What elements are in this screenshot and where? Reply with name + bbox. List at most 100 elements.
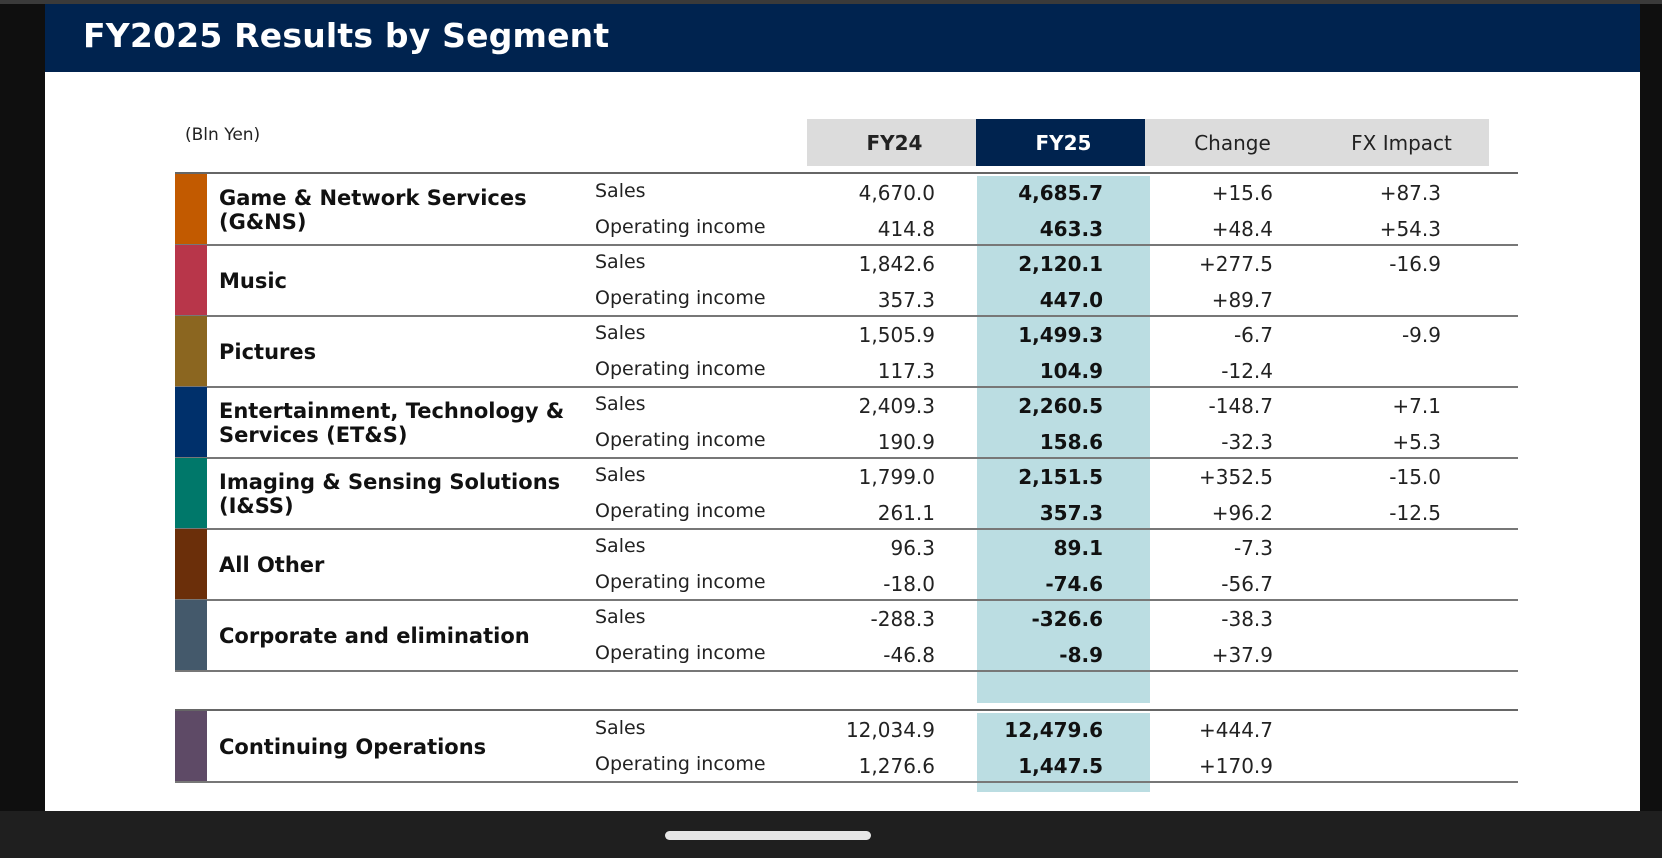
segment-1-operating-income-change-value: +48.4 <box>1211 216 1273 241</box>
segment-4-color-swatch <box>175 387 207 458</box>
continuing-operations-operating-income-fy24-value: 1,276.6 <box>858 753 935 778</box>
segment-3-operating-income-fy24-value: 117.3 <box>877 358 935 383</box>
segment-2-name: Music <box>219 245 579 316</box>
continuing-operations-name-text: Continuing Operations <box>219 734 487 759</box>
segment-6-row-operating-income-label: Operating income <box>595 570 766 593</box>
segment-4-sales-fy24-value: 2,409.3 <box>858 394 935 418</box>
segment-5-sales-fy24-value: 1,799.0 <box>858 465 935 489</box>
segment-7-sales-fy24-value: -288.3 <box>870 607 935 631</box>
table-divider <box>175 386 1518 388</box>
segment-4-operating-income-fx-value: +5.3 <box>1392 429 1441 454</box>
segment-2-name-text: Music <box>219 268 287 293</box>
segment-4-name-text: Entertainment, Technology & Services (ET… <box>219 398 565 447</box>
segment-2-sales-fx-value: -16.9 <box>1389 252 1441 276</box>
segment-4-operating-income-change-value: -32.3 <box>1221 429 1273 454</box>
segment-1-sales-change-value: +15.6 <box>1211 181 1273 205</box>
column-header-fy25: FY25 <box>976 119 1151 166</box>
segment-1-sales-fy24-value: 4,670.0 <box>858 181 935 205</box>
segment-2-color-swatch <box>175 245 207 316</box>
segment-2-operating-income-fy24-value: 357.3 <box>877 287 935 312</box>
segment-3-operating-income-fy25-value: 104.9 <box>1039 358 1103 383</box>
segment-3-sales-fy25-value: 1,499.3 <box>1018 323 1103 347</box>
segment-7-row-operating-income-label: Operating income <box>595 641 766 664</box>
home-gesture-handle[interactable] <box>665 831 871 840</box>
column-header-fy24: FY24 <box>807 119 982 166</box>
segment-2-operating-income-fy25-value: 447.0 <box>1039 287 1103 312</box>
segment-1-operating-income-fy24-value: 414.8 <box>877 216 935 241</box>
continuing-operations-operating-income-change-value: +170.9 <box>1198 753 1273 778</box>
unit-label: (Bln Yen) <box>185 125 261 145</box>
segment-1-color-swatch <box>175 174 207 245</box>
segment-7-operating-income-fy25-value: -8.9 <box>1059 642 1103 667</box>
segment-5-row-sales-label: Sales <box>595 464 646 486</box>
segment-3-row-operating-income-label: Operating income <box>595 357 766 380</box>
segment-1-row-sales-label: Sales <box>595 180 646 202</box>
segment-4-row-operating-income-label: Operating income <box>595 428 766 451</box>
fy25-highlight-band-total <box>977 713 1150 792</box>
continuing-operations-row-operating-income-label: Operating income <box>595 752 766 775</box>
segment-4-operating-income-fy25-value: 158.6 <box>1039 429 1103 454</box>
table-divider <box>175 709 1518 711</box>
segment-7-color-swatch <box>175 600 207 671</box>
segment-4-sales-fy25-value: 2,260.5 <box>1018 394 1103 418</box>
continuing-operations-sales-change-value: +444.7 <box>1198 718 1273 742</box>
segment-1-operating-income-fy25-value: 463.3 <box>1039 216 1103 241</box>
status-line <box>0 0 1662 4</box>
segment-5-operating-income-fx-value: -12.5 <box>1389 500 1441 525</box>
segment-7-operating-income-change-value: +37.9 <box>1211 642 1273 667</box>
segment-4-row-sales-label: Sales <box>595 393 646 415</box>
segment-6-sales-fy25-value: 89.1 <box>1053 536 1103 560</box>
segment-1-row-operating-income-label: Operating income <box>595 215 766 238</box>
segment-6-operating-income-fy24-value: -18.0 <box>883 571 935 596</box>
continuing-operations-color-swatch <box>175 711 207 782</box>
segment-2-row-operating-income-label: Operating income <box>595 286 766 309</box>
fy25-highlight-band <box>977 176 1150 703</box>
segment-3-color-swatch <box>175 316 207 387</box>
table-divider <box>175 528 1518 530</box>
segment-7-sales-fy25-value: -326.6 <box>1031 607 1103 631</box>
table-divider <box>175 781 1518 783</box>
slide: FY2025 Results by Segment (Bln Yen) FY24… <box>45 4 1640 811</box>
segment-3-sales-fy24-value: 1,505.9 <box>858 323 935 347</box>
segment-5-name-text: Imaging & Sensing Solutions (I&SS) <box>219 469 561 518</box>
segment-4-sales-change-value: -148.7 <box>1208 394 1273 418</box>
segment-6-operating-income-change-value: -56.7 <box>1221 571 1273 596</box>
segment-7-name-text: Corporate and elimination <box>219 623 530 648</box>
segment-4-operating-income-fy24-value: 190.9 <box>877 429 935 454</box>
segment-1-name: Game & Network Services (G&NS) <box>219 174 579 245</box>
segment-5-operating-income-fy24-value: 261.1 <box>877 500 935 525</box>
segment-6-name-text: All Other <box>219 552 325 577</box>
table-divider <box>175 172 1518 174</box>
segment-5-row-operating-income-label: Operating income <box>595 499 766 522</box>
segment-7-row-sales-label: Sales <box>595 606 646 628</box>
segment-7-name: Corporate and elimination <box>219 600 579 671</box>
slide-header: FY2025 Results by Segment <box>45 4 1640 72</box>
segment-3-operating-income-change-value: -12.4 <box>1221 358 1273 383</box>
table-divider <box>175 315 1518 317</box>
continuing-operations-sales-fy25-value: 12,479.6 <box>1004 718 1103 742</box>
segment-3-sales-fx-value: -9.9 <box>1401 323 1441 347</box>
segment-5-sales-fx-value: -15.0 <box>1389 465 1441 489</box>
table-divider <box>175 599 1518 601</box>
segment-1-name-text: Game & Network Services (G&NS) <box>219 185 527 234</box>
segment-3-name-text: Pictures <box>219 339 317 364</box>
segment-6-color-swatch <box>175 529 207 600</box>
segment-2-row-sales-label: Sales <box>595 251 646 273</box>
segment-1-sales-fy25-value: 4,685.7 <box>1018 181 1103 205</box>
continuing-operations-row-sales-label: Sales <box>595 717 646 739</box>
segment-5-operating-income-change-value: +96.2 <box>1211 500 1273 525</box>
segment-2-operating-income-change-value: +89.7 <box>1211 287 1273 312</box>
segment-6-name: All Other <box>219 529 579 600</box>
segment-5-sales-fy25-value: 2,151.5 <box>1018 465 1103 489</box>
segment-2-sales-fy25-value: 2,120.1 <box>1018 252 1103 276</box>
segment-5-operating-income-fy25-value: 357.3 <box>1039 500 1103 525</box>
segment-6-operating-income-fy25-value: -74.6 <box>1045 571 1103 596</box>
continuing-operations-operating-income-fy25-value: 1,447.5 <box>1018 753 1103 778</box>
segment-5-name: Imaging & Sensing Solutions (I&SS) <box>219 458 579 529</box>
segment-2-sales-fy24-value: 1,842.6 <box>858 252 935 276</box>
segment-1-sales-fx-value: +87.3 <box>1379 181 1441 205</box>
column-header-fx-impact: FX Impact <box>1314 119 1489 166</box>
segment-7-sales-change-value: -38.3 <box>1221 607 1273 631</box>
segment-1-operating-income-fx-value: +54.3 <box>1379 216 1441 241</box>
segment-5-color-swatch <box>175 458 207 529</box>
